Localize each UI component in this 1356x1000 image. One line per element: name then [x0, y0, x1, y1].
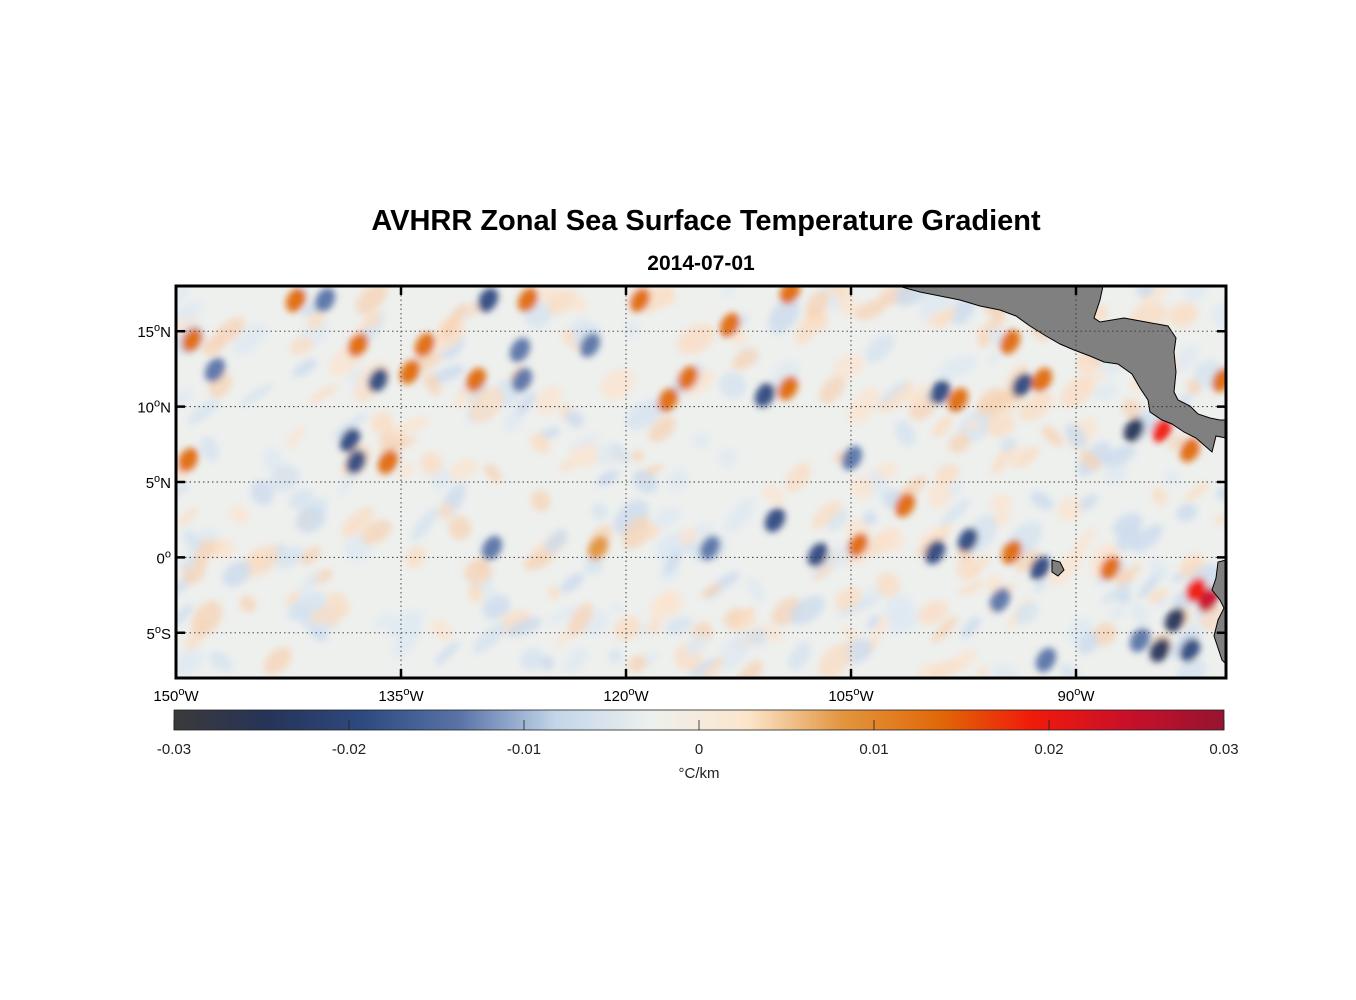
longitude-tick-labels: 150oW 135oW 120oW 105oW 90oW [153, 686, 1095, 705]
land-layer [897, 286, 1226, 665]
colorbar-tick-label: -0.03 [157, 741, 191, 758]
colorbar-tick-label: -0.02 [332, 741, 366, 758]
lat-tick-label: 5oS [147, 624, 171, 643]
lon-tick-label: 90oW [1058, 686, 1096, 705]
colorbar-unit-label: °C/km [679, 765, 720, 782]
lat-tick-label: 15oN [137, 322, 171, 341]
south-america-land [1211, 559, 1226, 665]
colorbar-tick-label: 0 [695, 741, 703, 758]
galapagos-land [1051, 559, 1065, 577]
map-frame [174, 284, 1228, 680]
latitude-tick-labels: 15oN 10oN 5oN 0o 5oS [137, 322, 171, 643]
colorbar: -0.03 -0.02 -0.01 0 0.01 0.02 0.03 °C/km [157, 709, 1239, 782]
colorbar-tick-label: 0.02 [1034, 741, 1063, 758]
colorbar-ticks: -0.03 -0.02 -0.01 0 0.01 0.02 0.03 [157, 720, 1239, 758]
lon-tick-label: 150oW [153, 686, 199, 705]
lat-tick-label: 5oN [146, 473, 171, 492]
central-america-land [897, 286, 1226, 453]
lon-tick-label: 120oW [603, 686, 649, 705]
colorbar-tick-label: -0.01 [507, 741, 541, 758]
map-title: AVHRR Zonal Sea Surface Temperature Grad… [371, 205, 1041, 237]
map-subtitle: 2014-07-01 [647, 252, 755, 275]
map-panel: 15oN 10oN 5oN 0o 5oS 150oW 135oW 120oW 105oW 90o… [137, 284, 1228, 705]
lon-tick-label: 135oW [378, 686, 424, 705]
lon-tick-label: 105oW [828, 686, 874, 705]
colorbar-tick-label: 0.01 [859, 741, 888, 758]
lat-tick-label: 10oN [137, 398, 171, 417]
lat-tick-label: 0o [157, 548, 171, 567]
colorbar-tick-label: 0.03 [1209, 741, 1238, 758]
